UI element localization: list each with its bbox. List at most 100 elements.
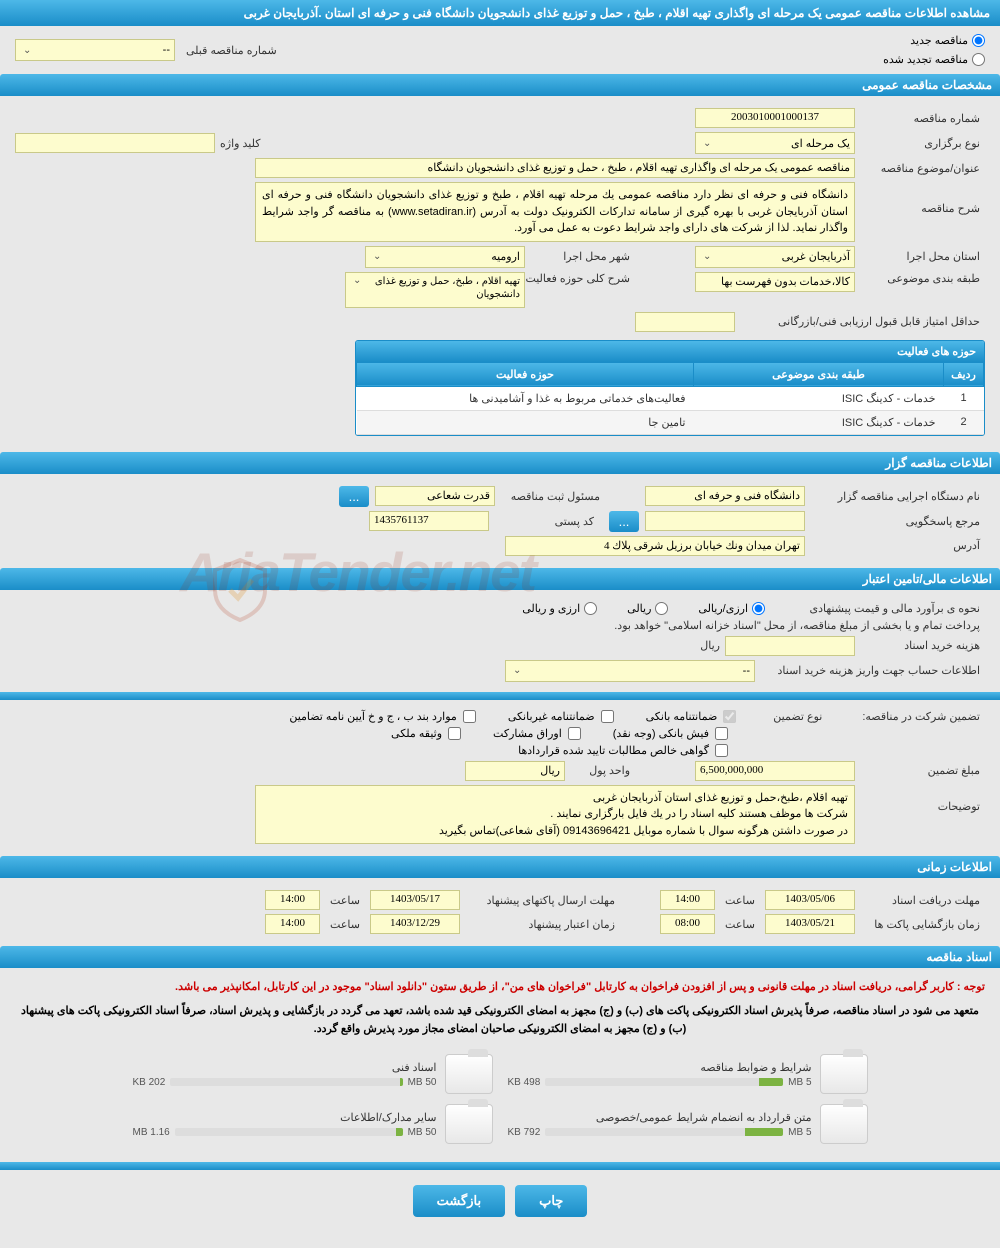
print-button[interactable]: چاپ: [515, 1185, 587, 1217]
file-name: سایر مدارک/اطلاعات: [133, 1111, 437, 1124]
province-label: استان محل اجرا: [855, 250, 985, 263]
submit-date: 1403/05/17: [370, 890, 460, 910]
opt-currency[interactable]: ارزی/ریالی: [698, 602, 765, 615]
category-value: کالا،خدمات بدون فهرست بها: [695, 272, 855, 292]
chk-bonds[interactable]: اوراق مشارکت: [493, 727, 583, 740]
estimate-label: نحوه ی برآورد مالی و قیمت پیشنهادی: [765, 602, 985, 615]
open-time: 08:00: [660, 914, 715, 934]
address-label: آدرس: [805, 539, 985, 552]
submit-label: مهلت ارسال پاکتهای پیشنهاد: [460, 894, 620, 907]
file-info: اسناد فنی 50 MB 202 KB: [133, 1061, 437, 1088]
radio-new-input[interactable]: [972, 34, 985, 47]
radio-new[interactable]: مناقصه جدید: [297, 34, 985, 47]
unit-value: ریال: [465, 761, 565, 781]
file-info: سایر مدارک/اطلاعات 50 MB 1.16 MB: [133, 1111, 437, 1138]
time-label-1: ساعت: [715, 894, 765, 907]
table-cell: 2: [944, 410, 984, 434]
type-value: یک مرحله ای: [791, 137, 850, 150]
keyword-input[interactable]: [15, 133, 215, 153]
table-cell: خدمات - کدینگ ISIC: [694, 410, 944, 434]
type-select[interactable]: یک مرحله ای ⌄: [695, 132, 855, 154]
docs-warning: توجه : کاربر گرامی، دریافت اسناد در مهلت…: [15, 976, 985, 997]
file-bar: 5 MB 498 KB: [508, 1077, 812, 1088]
referral-value[interactable]: [645, 511, 805, 531]
notes-label: توضیحات: [855, 785, 985, 813]
scope-label: شرح کلی حوزه فعالیت: [525, 272, 635, 285]
manager-more-btn[interactable]: ...: [339, 486, 369, 507]
tender-type-radios: مناقصه جدید مناقصه تجدید شده شماره مناقص…: [0, 26, 1000, 74]
bar-fill: [745, 1128, 783, 1136]
receive-date: 1403/05/06: [765, 890, 855, 910]
time-label-2: ساعت: [320, 894, 370, 907]
min-score-input[interactable]: [635, 312, 735, 332]
col-cat: طبقه بندی موضوعی: [694, 362, 944, 386]
opt-foreign[interactable]: ارزی و ریالی: [522, 602, 597, 615]
section-financial-header: اطلاعات مالی/تامین اعتبار: [0, 568, 1000, 590]
chk-cash[interactable]: فیش بانکی (وجه نقد): [613, 727, 730, 740]
account-select[interactable]: -- ⌄: [505, 660, 755, 682]
footer-buttons: چاپ بازگشت: [0, 1170, 1000, 1232]
bar-track: [545, 1128, 783, 1136]
section-docs-header: اسناد مناقصه: [0, 946, 1000, 968]
receive-time: 14:00: [660, 890, 715, 910]
file-info: شرایط و ضوابط مناقصه 5 MB 498 KB: [508, 1061, 812, 1088]
section-financial-body: نحوه ی برآورد مالی و قیمت پیشنهادی ارزی/…: [0, 590, 1000, 857]
chk-bank[interactable]: ضمانتنامه بانکی: [646, 710, 739, 723]
back-button[interactable]: بازگشت: [413, 1185, 505, 1217]
file-max: 5 MB: [788, 1127, 811, 1138]
prev-tender-select[interactable]: -- ⌄: [15, 39, 175, 61]
table-row: 2خدمات - کدینگ ISICتامین جا: [357, 410, 984, 434]
chk-nonbank[interactable]: ضمانتنامه غیربانکی: [508, 710, 616, 723]
file-card[interactable]: متن قرارداد به انضمام شرایط عمومی/خصوصی …: [508, 1104, 868, 1144]
referral-more-btn[interactable]: ...: [609, 511, 639, 532]
folder-icon: [820, 1104, 868, 1144]
scope-value: تهیه اقلام ، طبخ، حمل و توزیع غذای دانشج…: [361, 275, 520, 301]
unit-label: واحد پول: [565, 764, 635, 777]
referral-label: مرجع پاسخگویی: [805, 515, 985, 528]
chevron-down-icon: ⌄: [23, 45, 31, 56]
col-scope: حوزه فعالیت: [357, 362, 694, 386]
chk-receivables[interactable]: گواهی خالص مطالبات تایید شده قراردادها: [518, 744, 730, 757]
chevron-down-icon: ⌄: [373, 251, 381, 262]
validity-date: 1403/12/29: [370, 914, 460, 934]
file-card[interactable]: شرایط و ضوابط مناقصه 5 MB 498 KB: [508, 1054, 868, 1094]
city-label: شهر محل اجرا: [525, 250, 635, 263]
financial-note: پرداخت تمام و یا بخشی از مبلغ مناقصه، از…: [609, 619, 985, 632]
receive-label: مهلت دریافت اسناد: [855, 894, 985, 907]
folder-icon: [820, 1054, 868, 1094]
chk-property[interactable]: وثیقه ملکی: [391, 727, 463, 740]
file-name: شرایط و ضوابط مناقصه: [508, 1061, 812, 1074]
postal-value: 1435761137: [369, 511, 489, 531]
desc-value: دانشگاه فنی و حرفه ای نظر دارد مناقصه عم…: [255, 182, 855, 242]
opt-rial[interactable]: ریالی: [627, 602, 668, 615]
section-org-header: اطلاعات مناقصه گزار: [0, 452, 1000, 474]
city-select[interactable]: ارومیه ⌄: [365, 246, 525, 268]
table-cell: تامین جا: [357, 410, 694, 434]
activity-table: ردیف طبقه بندی موضوعی حوزه فعالیت 1خدمات…: [356, 362, 984, 435]
file-grid: شرایط و ضوابط مناقصه 5 MB 498 KB اسناد ف…: [15, 1054, 985, 1144]
section-timing-header: اطلاعات زمانی: [0, 856, 1000, 878]
radio-renew[interactable]: مناقصه تجدید شده: [297, 53, 985, 66]
tender-no-label: شماره مناقصه: [855, 112, 985, 125]
province-select[interactable]: آذربایجان غربی ⌄: [695, 246, 855, 268]
activity-table-container: حوزه های فعالیت ردیف طبقه بندی موضوعی حو…: [355, 340, 985, 436]
chevron-down-icon: ⌄: [703, 138, 711, 149]
doc-cost-input[interactable]: [725, 636, 855, 656]
file-card[interactable]: اسناد فنی 50 MB 202 KB: [133, 1054, 493, 1094]
table-row: 1خدمات - کدینگ ISICفعالیت‌های خدماتی مرب…: [357, 386, 984, 410]
chk-bylaw[interactable]: موارد بند ب ، ج و خ آیین نامه تضامین: [289, 710, 477, 723]
postal-label: کد پستی: [489, 515, 599, 528]
scope-select[interactable]: تهیه اقلام ، طبخ، حمل و توزیع غذای دانشج…: [345, 272, 525, 308]
validity-label: زمان اعتبار پیشنهاد: [460, 918, 620, 931]
file-max: 5 MB: [788, 1077, 811, 1088]
radio-renew-input[interactable]: [972, 53, 985, 66]
account-label: اطلاعات حساب جهت واریز هزینه خرید اسناد: [755, 664, 985, 677]
chevron-down-icon: ⌄: [513, 665, 521, 676]
agency-label: نام دستگاه اجرایی مناقصه گزار: [805, 490, 985, 503]
table-cell: 1: [944, 386, 984, 410]
file-card[interactable]: سایر مدارک/اطلاعات 50 MB 1.16 MB: [133, 1104, 493, 1144]
prev-tender-value: --: [163, 44, 170, 56]
chevron-down-icon: ⌄: [353, 275, 361, 286]
bar-fill: [400, 1078, 402, 1086]
file-size: 792 KB: [508, 1127, 541, 1138]
